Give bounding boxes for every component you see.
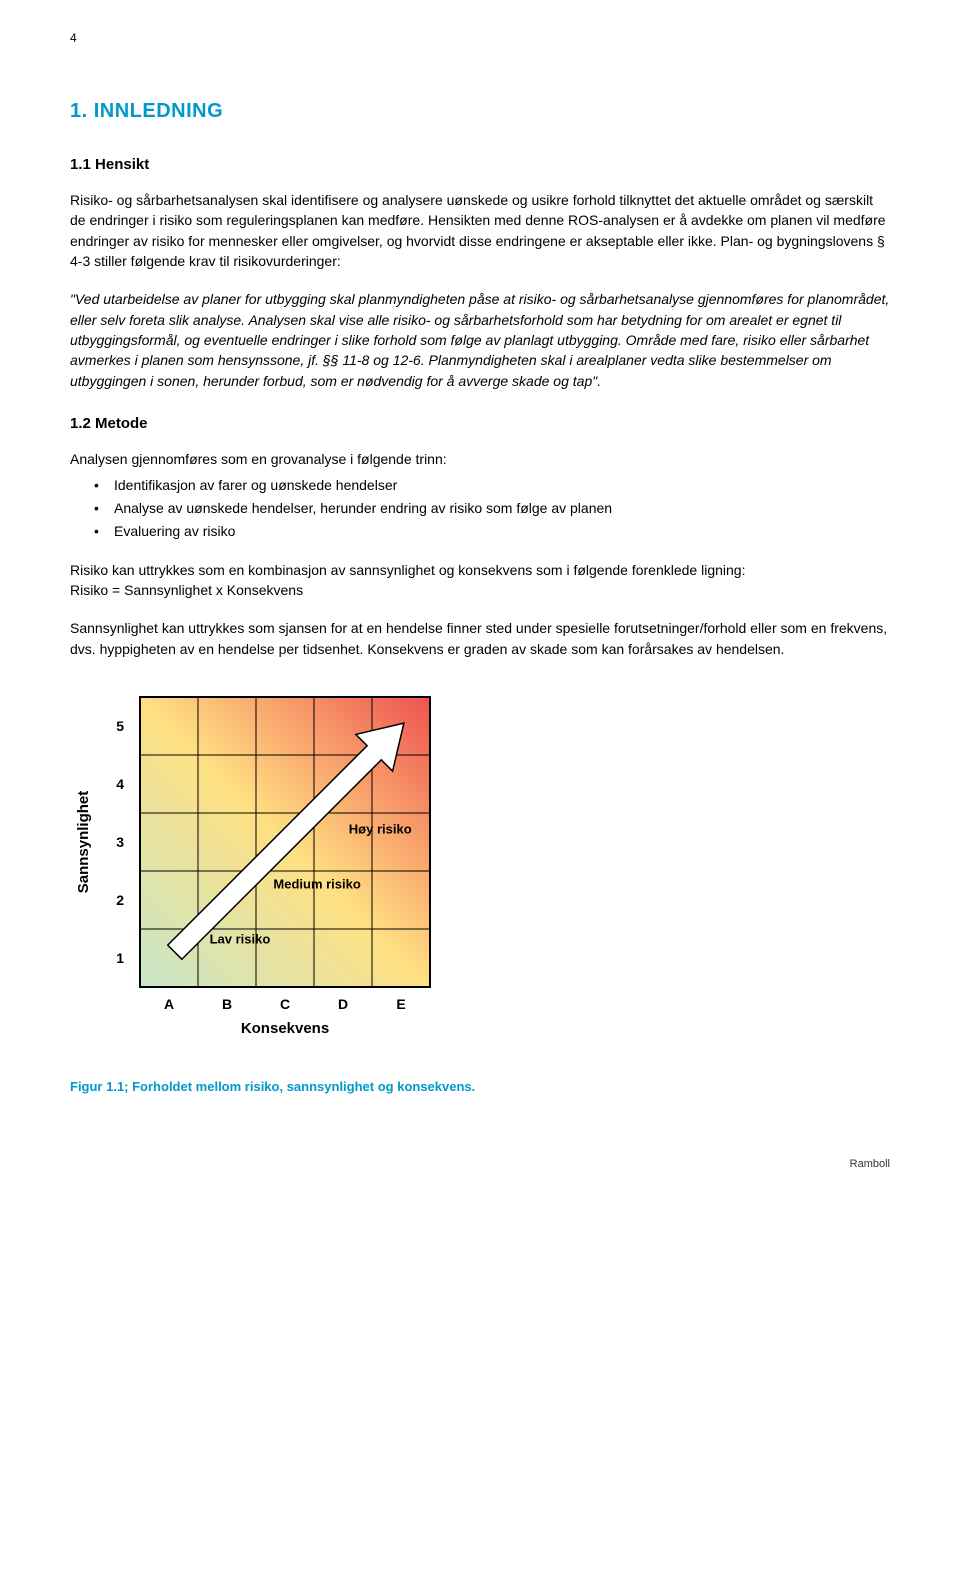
section-1-1-para1: Risiko- og sårbarhetsanalysen skal ident…	[70, 190, 890, 271]
svg-text:Konsekvens: Konsekvens	[241, 1020, 329, 1037]
svg-text:Sannsynlighet: Sannsynlighet	[75, 791, 92, 894]
section-1-2-title: 1.2 Metode	[70, 413, 890, 435]
main-heading: 1. INNLEDNING	[70, 97, 890, 126]
risk-matrix-chart: 5 4 3 2 1 A B C D E Sannsynlighet Konsekvens Høy ris…	[70, 677, 890, 1062]
figure-caption: Figur 1.1; Forholdet mellom risiko, sann…	[70, 1078, 890, 1097]
method-bullets: Identifikasjon av farer og uønskede hend…	[70, 475, 890, 542]
list-item: Evaluering av risiko	[70, 521, 890, 541]
svg-text:Medium risiko: Medium risiko	[273, 876, 360, 891]
section-1-1-title: 1.1 Hensikt	[70, 154, 890, 176]
svg-text:Høy risiko: Høy risiko	[349, 821, 412, 836]
svg-text:2: 2	[116, 892, 124, 908]
risk-intro: Risiko kan uttrykkes som en kombinasjon …	[70, 560, 890, 601]
svg-text:4: 4	[116, 776, 124, 792]
list-item: Analyse av uønskede hendelser, herunder …	[70, 498, 890, 518]
svg-text:3: 3	[116, 834, 124, 850]
risk-matrix-svg: 5 4 3 2 1 A B C D E Sannsynlighet Konsekvens Høy ris…	[70, 677, 470, 1057]
probability-para: Sannsynlighet kan uttrykkes som sjansen …	[70, 618, 890, 659]
risk-intro-text: Risiko kan uttrykkes som en kombinasjon …	[70, 562, 745, 578]
svg-text:C: C	[280, 996, 290, 1012]
section-1-2-intro: Analysen gjennomføres som en grovanalyse…	[70, 449, 890, 469]
section-1-1-para2: "Ved utarbeidelse av planer for utbyggin…	[70, 289, 890, 390]
risk-equation: Risiko = Sannsynlighet x Konsekvens	[70, 582, 303, 598]
svg-text:Lav risiko: Lav risiko	[210, 931, 271, 946]
svg-text:D: D	[338, 996, 348, 1012]
svg-text:E: E	[396, 996, 405, 1012]
list-item: Identifikasjon av farer og uønskede hend…	[70, 475, 890, 495]
svg-text:5: 5	[116, 718, 124, 734]
svg-text:B: B	[222, 996, 232, 1012]
footer-brand: Ramboll	[70, 1157, 890, 1173]
svg-text:A: A	[164, 996, 174, 1012]
svg-text:1: 1	[116, 950, 124, 966]
page-number: 4	[70, 30, 890, 47]
